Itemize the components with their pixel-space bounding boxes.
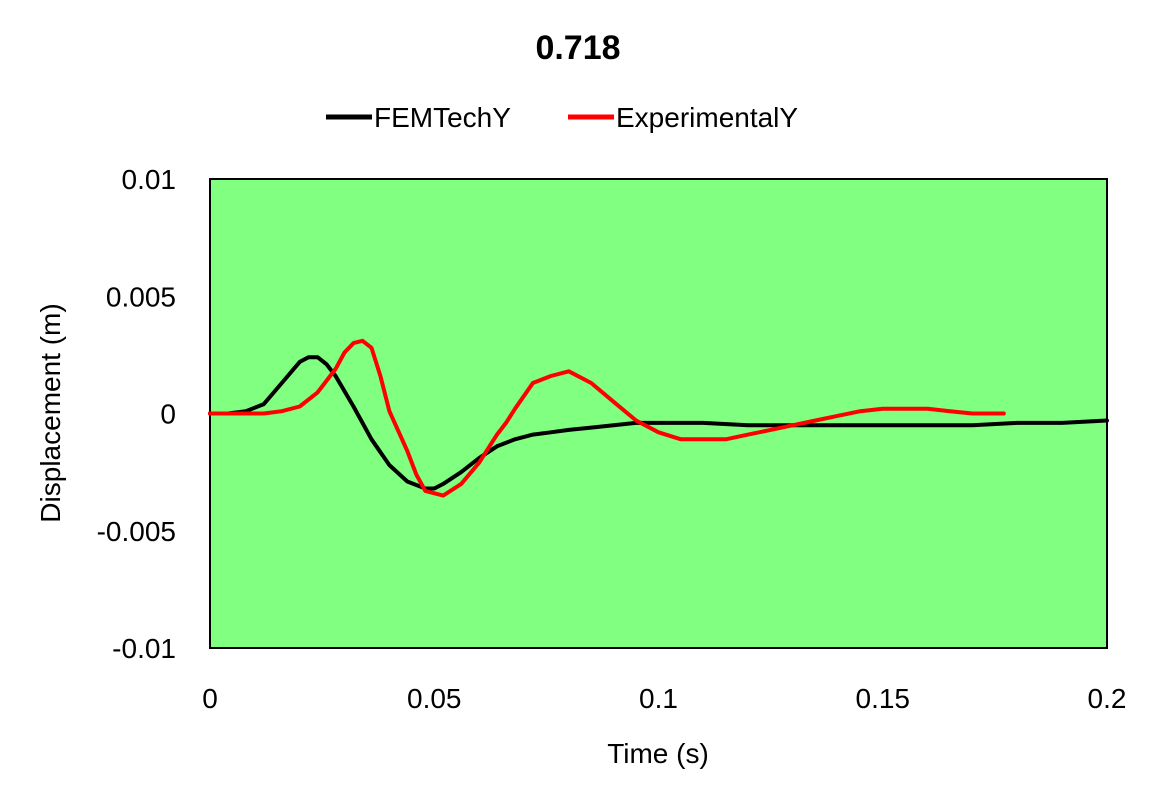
x-axis-label: Time (s) bbox=[607, 738, 709, 769]
y-tick-label: 0 bbox=[160, 399, 176, 430]
legend: FEMTechY ExperimentalY bbox=[326, 102, 798, 133]
x-tick-label: 0.2 bbox=[1088, 683, 1127, 714]
y-tick-label: -0.005 bbox=[97, 516, 176, 547]
y-tick-label: 0.005 bbox=[106, 281, 176, 312]
legend-label-experimentaly: ExperimentalY bbox=[616, 102, 798, 133]
series-layer bbox=[208, 338, 1109, 498]
y-axis-ticks: 0.01 0.005 0 -0.005 -0.01 bbox=[97, 164, 176, 664]
x-tick-label: 0 bbox=[202, 683, 218, 714]
legend-label-femtechy: FEMTechY bbox=[374, 102, 511, 133]
chart-title: 0.718 bbox=[535, 29, 620, 67]
x-axis-ticks: 0 0.05 0.1 0.15 0.2 bbox=[202, 683, 1126, 714]
y-tick-label: -0.01 bbox=[112, 633, 176, 664]
y-axis-label: Displacement (m) bbox=[35, 303, 66, 522]
x-tick-label: 0.1 bbox=[639, 683, 678, 714]
series-line-experimentaly bbox=[208, 338, 1006, 498]
y-tick-label: 0.01 bbox=[122, 164, 177, 195]
x-tick-label: 0.15 bbox=[856, 683, 911, 714]
x-tick-label: 0.05 bbox=[407, 683, 462, 714]
